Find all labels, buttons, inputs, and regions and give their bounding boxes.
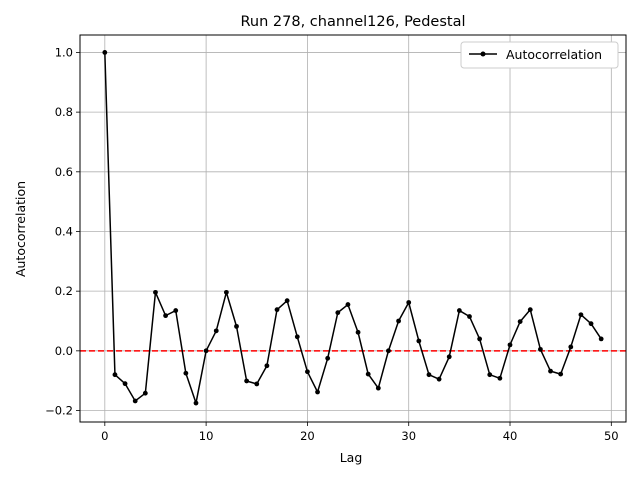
data-point — [416, 338, 422, 344]
series-line — [104, 52, 602, 404]
data-point — [153, 289, 158, 295]
data-point — [436, 376, 442, 382]
data-point — [467, 314, 472, 319]
x-axis-ticks: 0 10 20 30 40 50 — [101, 422, 619, 443]
x-tick-label: 10 — [199, 429, 214, 443]
data-point — [213, 328, 219, 334]
data-point — [375, 385, 381, 391]
data-point — [568, 344, 574, 350]
legend: Autocorrelation — [460, 41, 619, 69]
data-point — [325, 355, 331, 361]
data-point — [396, 318, 401, 324]
data-point — [578, 312, 584, 318]
data-point — [122, 381, 128, 387]
data-point — [558, 371, 564, 377]
y-tick-label: −0.2 — [45, 404, 73, 418]
data-point — [335, 310, 341, 316]
data-point — [193, 400, 199, 406]
data-point — [305, 369, 310, 375]
data-point — [456, 308, 462, 313]
data-point — [497, 375, 503, 381]
data-point — [223, 289, 229, 295]
x-tick-label: 30 — [401, 429, 416, 443]
y-tick-label: 1.0 — [55, 45, 73, 59]
data-point — [315, 389, 320, 395]
data-point — [203, 348, 209, 354]
legend-entry-autocorrelation: Autocorrelation — [506, 47, 602, 62]
x-tick-label: 40 — [503, 429, 518, 443]
y-tick-label: 0.4 — [55, 224, 73, 238]
data-point — [112, 372, 118, 378]
x-axis-label: Lag — [340, 450, 363, 465]
series-autocorrelation — [102, 50, 604, 406]
data-point — [234, 323, 239, 329]
legend-box — [460, 41, 619, 69]
data-point — [507, 342, 513, 348]
data-point — [142, 390, 148, 396]
y-tick-label: 0.0 — [55, 344, 73, 358]
data-point — [294, 334, 300, 340]
data-point — [284, 298, 290, 304]
data-point — [538, 346, 543, 352]
data-point — [173, 308, 179, 313]
data-point — [517, 319, 523, 324]
data-point — [588, 321, 594, 327]
data-point — [426, 372, 432, 378]
data-point — [132, 398, 138, 404]
data-point — [527, 307, 533, 313]
data-point — [477, 336, 483, 342]
data-point — [244, 378, 250, 384]
plot-area — [80, 35, 626, 422]
x-tick-label: 20 — [300, 429, 315, 443]
y-axis-label: Autocorrelation — [13, 181, 28, 277]
y-axis-ticks: −0.2 0.0 0.2 0.4 0.6 0.8 1.0 — [45, 45, 80, 418]
data-point — [365, 371, 371, 377]
data-point — [183, 370, 189, 376]
data-point — [274, 307, 280, 313]
chart-title: Run 278, channel126, Pedestal — [240, 14, 465, 30]
data-point — [386, 348, 391, 354]
x-tick-label: 0 — [101, 429, 108, 443]
y-tick-label: 0.6 — [55, 165, 73, 179]
plot-frame — [79, 34, 627, 423]
data-point — [102, 50, 108, 55]
data-point — [264, 363, 270, 369]
data-point — [598, 336, 604, 342]
data-point — [548, 368, 553, 374]
data-point — [487, 372, 493, 378]
data-point — [406, 300, 412, 305]
legend-marker-swatch — [480, 51, 486, 57]
x-tick-label: 50 — [604, 429, 619, 443]
y-tick-label: 0.2 — [55, 284, 73, 298]
data-point — [355, 329, 361, 335]
data-point — [163, 313, 168, 319]
y-tick-label: 0.8 — [55, 105, 73, 119]
data-point — [254, 381, 260, 387]
data-point — [446, 354, 452, 360]
data-point — [345, 302, 351, 307]
